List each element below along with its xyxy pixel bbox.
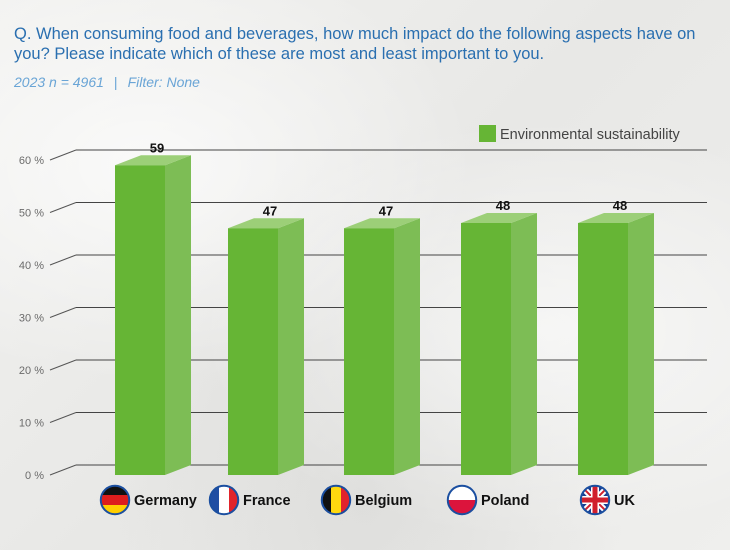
flag-stripe <box>209 485 219 515</box>
gridline-diagonal <box>49 307 77 318</box>
flag-stripe <box>341 485 351 515</box>
flag-stripe <box>447 500 477 515</box>
flag-stripe <box>219 485 229 515</box>
bar <box>228 218 304 475</box>
category-label: France <box>243 493 291 509</box>
gridline-diagonal <box>49 254 77 266</box>
flag-stripe <box>100 495 130 505</box>
filter-info: Filter: None <box>127 74 200 90</box>
y-tick-label: 40 % <box>19 260 44 272</box>
y-tick-label: 50 % <box>19 208 44 220</box>
gridline-diagonal <box>49 412 77 423</box>
y-tick-label: 10 % <box>19 418 44 430</box>
sample-filter-line: 2023 n = 4961 | Filter: None <box>14 74 200 90</box>
belgium-flag-icon <box>320 484 352 516</box>
bar-front-face <box>461 223 511 475</box>
y-tick-label: 0 % <box>25 470 44 482</box>
bar-front-face <box>578 223 628 475</box>
bar-top-face <box>344 218 420 229</box>
bar-side-face <box>511 213 537 475</box>
france-flag-icon <box>208 484 240 516</box>
bar-front-face <box>228 228 278 475</box>
survey-question: Q. When consuming food and beverages, ho… <box>14 25 696 63</box>
data-label: 59 <box>150 140 164 155</box>
flag-stripe <box>100 485 130 495</box>
y-tick-label: 30 % <box>19 313 44 325</box>
gridline <box>49 149 707 161</box>
bar <box>115 155 191 475</box>
data-label: 48 <box>496 198 510 213</box>
flag-stripe <box>100 505 130 515</box>
flag-cross-red <box>580 497 610 503</box>
bar <box>461 213 537 475</box>
germany-flag-icon <box>99 484 131 516</box>
uk-flag-icon <box>579 484 611 516</box>
flag-ring <box>99 484 131 516</box>
gridline-diagonal <box>49 359 77 371</box>
bar-side-face <box>628 213 654 475</box>
y-tick-label: 20 % <box>19 365 44 377</box>
y-tick-label: 60 % <box>19 155 44 167</box>
legend: Environmental sustainability <box>479 125 680 143</box>
flag-ring <box>579 484 611 516</box>
bar-side-face <box>165 155 191 475</box>
meta-separator: | <box>113 74 118 90</box>
bar-top-face <box>578 213 654 223</box>
flag-stripe <box>321 485 331 515</box>
category-label: Poland <box>481 493 529 509</box>
gridline-diagonal <box>49 464 77 476</box>
flag-stripe <box>447 485 477 500</box>
legend-label: Environmental sustainability <box>500 127 680 143</box>
flag-ring <box>446 484 478 516</box>
flag-body <box>321 485 351 515</box>
data-label: 47 <box>263 203 277 218</box>
flag-stripe <box>229 485 239 515</box>
flag-ring <box>208 484 240 516</box>
category-label: UK <box>614 493 635 509</box>
gridline-diagonal <box>49 149 77 161</box>
category-label: Germany <box>134 493 197 509</box>
flag-ring <box>320 484 352 516</box>
bar-top-face <box>115 155 191 166</box>
poland-flag-icon <box>446 484 478 516</box>
bar-side-face <box>278 218 304 475</box>
bar <box>578 213 654 475</box>
bar <box>344 218 420 475</box>
data-label: 47 <box>379 203 393 218</box>
legend-swatch <box>479 125 496 142</box>
flag-body <box>209 485 239 515</box>
bar-top-face <box>228 218 304 229</box>
bar-side-face <box>394 218 420 475</box>
bar-front-face <box>344 228 394 475</box>
flag-stripe <box>331 485 341 515</box>
category-label: Belgium <box>355 493 412 509</box>
flag-body <box>100 485 130 515</box>
sample-size: 2023 n = 4961 <box>14 74 104 90</box>
bar-top-face <box>461 213 537 223</box>
gridline-diagonal <box>49 202 77 213</box>
data-label: 48 <box>613 198 627 213</box>
bar-front-face <box>115 165 165 475</box>
